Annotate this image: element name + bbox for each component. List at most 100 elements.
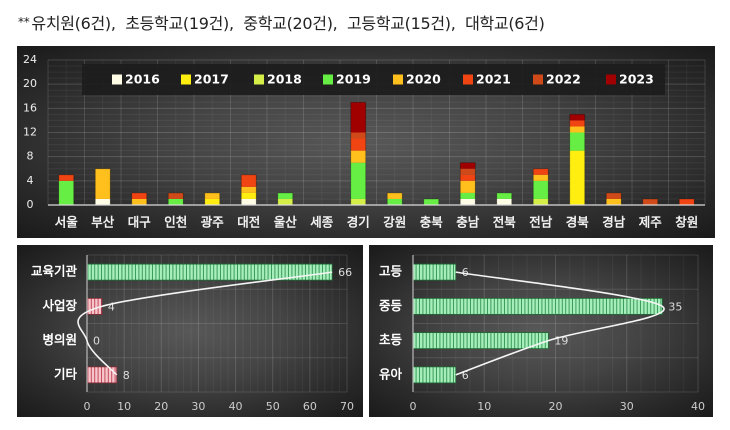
bar-segment-2019[interactable] [496,192,512,199]
bar-segment-2021[interactable] [679,198,695,205]
value-label: 0 [93,335,100,348]
x-category-label: 울산 [274,215,298,230]
bar-segment-2021[interactable] [569,120,585,127]
legend-item-2019[interactable]: 2019 [323,72,371,87]
legend-item-2017[interactable]: 2017 [181,72,229,87]
bar-segment-2019[interactable] [460,192,476,199]
bar-segment-2023[interactable] [350,102,366,133]
bar-stack-12[interactable] [496,192,513,206]
bar-stack-8[interactable] [350,101,367,206]
bar-stack-13[interactable] [532,168,549,206]
bar-segment-2021[interactable] [533,168,549,175]
bar-segment-2018[interactable] [350,198,366,205]
bar-segment-2016[interactable] [460,198,476,205]
bar-3[interactable] [86,366,118,384]
legend: 2016 2017 2018 2019 2020 2021 2022 2023 [82,64,665,95]
value-label: 8 [123,369,130,382]
x-tick-label: 10 [477,400,491,413]
bar-stack-4[interactable] [204,192,221,206]
bar-segment-2018[interactable] [277,198,293,205]
bar-segment-2019[interactable] [350,162,366,199]
bar-stack-15[interactable] [605,192,622,206]
bar-segment-2017[interactable] [569,150,585,205]
legend-label: 2023 [619,72,654,87]
bar-stack-2[interactable] [131,192,148,206]
bar-stack-10[interactable] [423,198,440,206]
category-label: 병의원 [42,332,77,347]
bar-segment-2019[interactable] [277,192,293,199]
bar-0[interactable] [412,263,457,281]
legend-item-2021[interactable]: 2021 [463,72,511,87]
x-category-label: 경남 [602,215,626,230]
bar-segment-2018[interactable] [533,198,549,205]
legend-item-2016[interactable]: 2016 [112,72,160,87]
bar-segment-2019[interactable] [423,198,439,205]
bar-segment-2022[interactable] [606,192,622,199]
x-category-label: 대전 [237,215,260,230]
bar-segment-2020[interactable] [131,198,147,205]
bar-segment-2020[interactable] [533,174,549,181]
legend-item-2023[interactable]: 2023 [606,72,654,87]
bar-segment-2021[interactable] [241,174,257,187]
legend-swatch-icon [112,74,122,85]
bar-segment-2022[interactable] [642,198,658,205]
bar-stack-16[interactable] [642,198,659,206]
bar-stack-17[interactable] [678,198,695,206]
bar-stack-9[interactable] [386,192,403,206]
bar-stack-14[interactable] [569,113,586,206]
bar-stack-5[interactable] [240,174,257,206]
category-label: 기타 [54,366,78,381]
legend-item-2022[interactable]: 2022 [533,72,581,87]
bar-segment-2023[interactable] [569,114,585,121]
bar-segment-2016[interactable] [496,198,512,205]
legend-item-2020[interactable]: 2020 [393,72,441,87]
legend-label: 2021 [476,72,511,87]
y-tick-label: 24 [23,53,37,66]
legend-label: 2022 [546,72,581,87]
bar-segment-2020[interactable] [350,150,366,163]
bar-segment-2022[interactable] [460,168,476,175]
bar-segment-2020[interactable] [606,198,622,205]
bar-stack-1[interactable] [94,168,111,206]
legend-swatch-icon [323,74,333,85]
bar-segment-2022[interactable] [168,192,184,199]
bar-stack-11[interactable] [459,162,476,206]
bar-segment-2020[interactable] [95,168,111,199]
y-tick-label: 0 [27,198,34,211]
legend-swatch-icon [463,74,473,85]
bar-segment-2020[interactable] [204,192,220,199]
bar-segment-2022[interactable] [350,132,366,139]
y-tick-label: 16 [23,101,37,114]
bar-segment-2021[interactable] [460,174,476,181]
bar-segment-2020[interactable] [569,126,585,133]
bar-2[interactable] [412,332,549,350]
y-tick-label: 4 [27,174,34,187]
bar-segment-2019[interactable] [168,198,184,205]
note-stars: ** [18,15,30,29]
bar-stack-3[interactable] [167,192,184,206]
bar-stack-0[interactable] [58,174,75,206]
regional-yearly-stacked-chart: 0 4 8 12 16 20 24 서울 부산 대구 인천 광주 대전 울산 세종 경기 강원 충북 충남 전북 전남 경… [17,46,715,238]
legend-item-2018[interactable]: 2018 [254,72,302,87]
bar-segment-2020[interactable] [241,186,257,193]
bar-segment-2017[interactable] [204,198,220,205]
bar-segment-2020[interactable] [460,180,476,193]
category-label: 사업장 [42,298,77,313]
bar-3[interactable] [412,366,457,384]
bar-segment-2017[interactable] [241,192,257,199]
bar-segment-2016[interactable] [95,198,111,205]
bar-segment-2023[interactable] [460,162,476,169]
bar-segment-2016[interactable] [241,198,257,205]
bar-1[interactable] [412,297,663,315]
bar-segment-2019[interactable] [569,132,585,151]
bar-segment-2020[interactable] [387,192,403,199]
x-tick-label: 50 [266,400,280,413]
bar-segment-2021[interactable] [58,174,74,181]
bar-stack-6[interactable] [277,192,294,206]
bar-segment-2019[interactable] [387,198,403,205]
bar-segment-2019[interactable] [58,180,74,205]
bar-segment-2021[interactable] [131,192,147,199]
bar-segment-2019[interactable] [533,180,549,199]
bar-segment-2021[interactable] [350,138,366,151]
facility-bar-chart-canvas: 교육기관 66 사업장 4 병의원 0 기타 8 0 10 20 30 40 50 60 70 [31,254,354,413]
